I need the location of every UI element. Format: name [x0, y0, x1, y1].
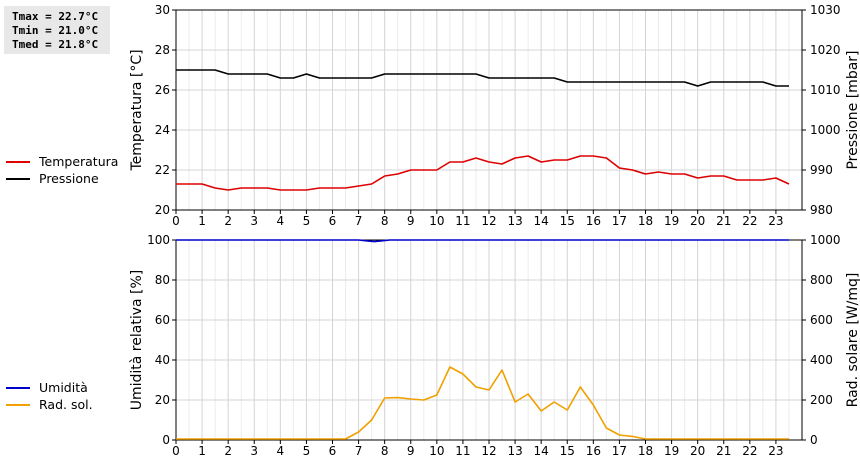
- x-tick-label: 13: [507, 214, 522, 228]
- x-tick-label: 21: [716, 444, 731, 458]
- y2-tick-label: 0: [810, 433, 818, 447]
- x-tick-label: 10: [429, 214, 444, 228]
- y-tick-label: 60: [155, 313, 170, 327]
- x-tick-label: 20: [690, 214, 705, 228]
- x-tick-label: 19: [664, 444, 679, 458]
- stat-tmin: Tmin = 21.0°C: [12, 24, 99, 37]
- y2-tick-label: 1000: [810, 233, 841, 247]
- y-tick-label: 30: [155, 3, 170, 17]
- stat-tmax: Tmax = 22.7°C: [12, 10, 99, 23]
- legend-swatch-rad-sol: [6, 404, 30, 406]
- x-tick-label: 16: [586, 444, 601, 458]
- y2-tick-label: 980: [810, 203, 833, 217]
- x-tick-label: 10: [429, 444, 444, 458]
- y-tick-label: 20: [155, 203, 170, 217]
- x-tick-label: 1: [198, 444, 206, 458]
- x-tick-label: 12: [481, 214, 496, 228]
- y2-tick-label: 1030: [810, 3, 841, 17]
- y-tick-label: 22: [155, 163, 170, 177]
- x-tick-label: 2: [224, 214, 232, 228]
- x-tick-label: 5: [303, 444, 311, 458]
- x-tick-label: 6: [329, 444, 337, 458]
- x-tick-label: 12: [481, 444, 496, 458]
- legend-label-temperatura: Temperatura: [39, 154, 119, 169]
- x-tick-label: 21: [716, 214, 731, 228]
- x-tick-label: 16: [586, 214, 601, 228]
- series-line-pressione: [176, 69, 789, 87]
- x-tick-label: 11: [455, 444, 470, 458]
- legend-label-rad-sol: Rad. sol.: [39, 397, 93, 412]
- x-tick-label: 20: [690, 444, 705, 458]
- legend-swatch-pressione: [6, 178, 30, 180]
- x-tick-label: 14: [534, 444, 549, 458]
- y2-tick-label: 400: [810, 353, 833, 367]
- plot-area-frame: [175, 9, 803, 211]
- y2-tick-label: 200: [810, 393, 833, 407]
- legend-swatch-temperatura: [6, 161, 30, 163]
- x-tick-label: 3: [250, 214, 258, 228]
- series-line-umidit: [176, 239, 789, 243]
- x-tick-label: 14: [534, 214, 549, 228]
- y2-tick-label: 600: [810, 313, 833, 327]
- y-tick-label: 100: [147, 233, 170, 247]
- y-tick-label: 20: [155, 393, 170, 407]
- x-tick-label: 0: [172, 214, 180, 228]
- x-tick-label: 7: [355, 214, 363, 228]
- x-tick-label: 3: [250, 444, 258, 458]
- y-tick-label: 40: [155, 353, 170, 367]
- x-tick-label: 5: [303, 214, 311, 228]
- series-line-rad-sol: [176, 366, 789, 440]
- y2-axis-title-pressione: Pressione [mbar]: [845, 50, 860, 169]
- x-tick-label: 18: [638, 214, 653, 228]
- x-tick-label: 7: [355, 444, 363, 458]
- y-tick-label: 24: [155, 123, 170, 137]
- x-tick-label: 23: [768, 214, 783, 228]
- x-tick-label: 2: [224, 444, 232, 458]
- y2-tick-label: 800: [810, 273, 833, 287]
- x-tick-label: 19: [664, 214, 679, 228]
- legend-label-pressione: Pressione: [39, 171, 99, 186]
- stats-box: Tmax = 22.7°C Tmin = 21.0°C Tmed = 21.8°…: [4, 6, 110, 54]
- y2-tick-label: 1020: [810, 43, 841, 57]
- x-tick-label: 13: [507, 444, 522, 458]
- x-tick-label: 9: [407, 214, 415, 228]
- y-tick-label: 26: [155, 83, 170, 97]
- stat-tmed: Tmed = 21.8°C: [12, 38, 99, 51]
- x-tick-label: 22: [742, 214, 757, 228]
- x-tick-label: 22: [742, 444, 757, 458]
- legend-label-umidita: Umidità: [39, 380, 88, 395]
- x-tick-label: 17: [612, 444, 627, 458]
- x-tick-label: 6: [329, 214, 337, 228]
- x-tick-label: 11: [455, 214, 470, 228]
- x-tick-label: 9: [407, 444, 415, 458]
- x-tick-label: 15: [560, 444, 575, 458]
- x-tick-label: 4: [277, 214, 285, 228]
- y2-tick-label: 1000: [810, 123, 841, 137]
- x-tick-label: 8: [381, 214, 389, 228]
- y2-axis-title-rad-solare: Rad. solare [W/mq]: [845, 273, 860, 408]
- legend-swatch-umidita: [6, 387, 30, 389]
- y-tick-label: 28: [155, 43, 170, 57]
- chart-panel-2: [172, 239, 806, 444]
- x-tick-label: 8: [381, 444, 389, 458]
- x-tick-label: 23: [768, 444, 783, 458]
- y-axis-title-temperatura: Temperatura [°C]: [129, 49, 145, 171]
- x-tick-label: 4: [277, 444, 285, 458]
- x-tick-label: 18: [638, 444, 653, 458]
- series-line-temperatura: [176, 155, 790, 191]
- x-tick-label: 1: [198, 214, 206, 228]
- y-tick-label: 80: [155, 273, 170, 287]
- y-axis-title-umidita: Umidità relativa [%]: [129, 270, 145, 411]
- chart-panel-1: [172, 9, 806, 214]
- x-tick-label: 0: [172, 444, 180, 458]
- x-tick-label: 17: [612, 214, 627, 228]
- y2-tick-label: 1010: [810, 83, 841, 97]
- y-tick-label: 0: [162, 433, 170, 447]
- x-tick-label: 15: [560, 214, 575, 228]
- y2-tick-label: 990: [810, 163, 833, 177]
